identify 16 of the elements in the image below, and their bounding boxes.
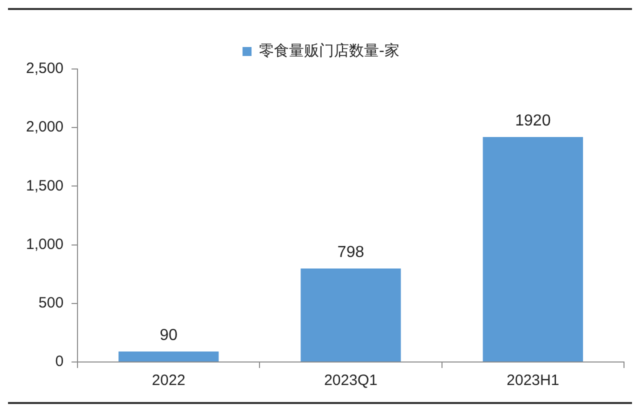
data-label: 798	[337, 244, 364, 261]
bar	[118, 351, 219, 362]
bar	[482, 136, 584, 362]
y-tick-label: 1,000	[26, 236, 64, 253]
legend-label: 零食量贩门店数量-家	[259, 41, 400, 60]
y-tick-label: 0	[55, 353, 64, 370]
x-tick-label: 2023Q1	[324, 372, 378, 390]
bar	[300, 268, 401, 362]
x-tick-label: 2023H1	[506, 372, 560, 390]
x-tick-label: 2022	[152, 372, 186, 390]
data-label: 90	[160, 326, 178, 344]
data-label: 1920	[515, 112, 551, 130]
y-tick-label: 2,000	[26, 118, 64, 136]
y-tick-label: 500	[38, 294, 64, 312]
y-tick-label: 1,500	[26, 177, 64, 194]
y-tick-label: 2,500	[26, 60, 64, 78]
